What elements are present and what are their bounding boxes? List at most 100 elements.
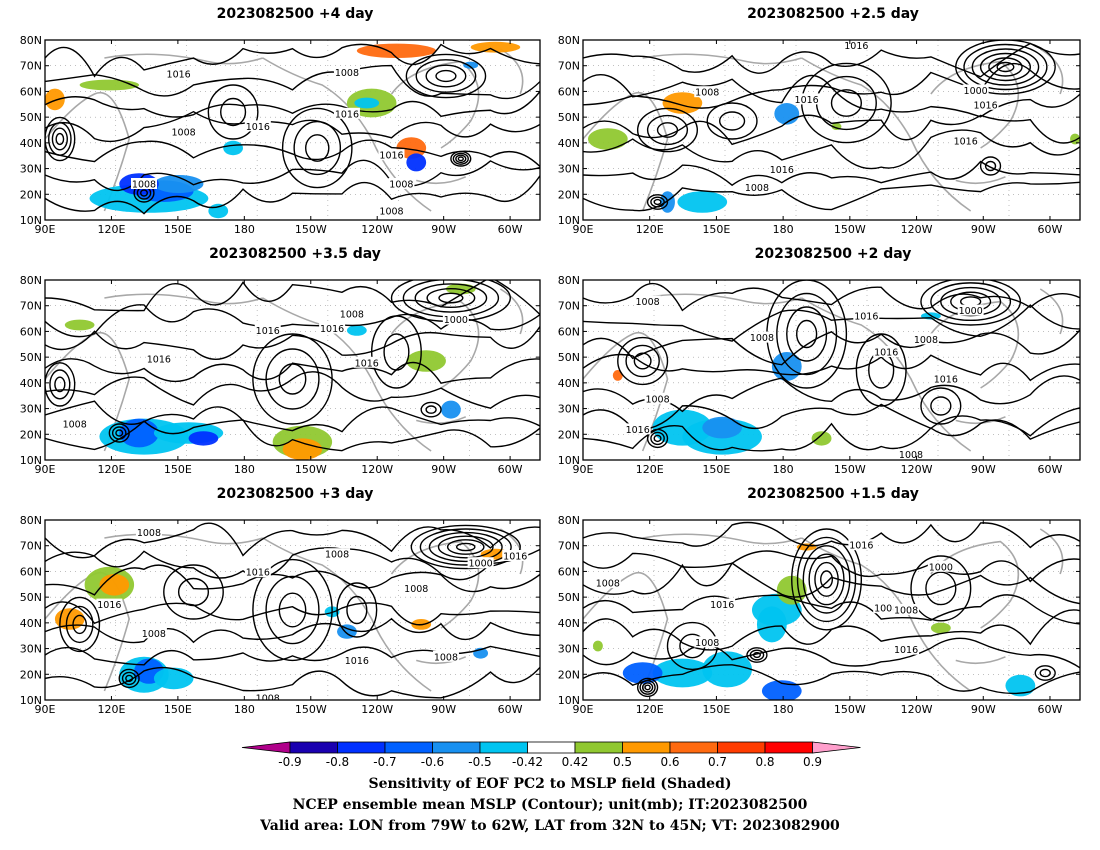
- lat-tick-label: 60N: [20, 325, 42, 338]
- isobar: [72, 614, 87, 635]
- isobar: [45, 371, 540, 409]
- svg-text:1008: 1008: [695, 88, 719, 99]
- contour-label: 1016: [502, 550, 529, 563]
- svg-text:1008: 1008: [389, 180, 413, 191]
- lat-tick-label: 60N: [20, 85, 42, 98]
- lat-tick-label: 30N: [558, 163, 580, 176]
- svg-text:1008: 1008: [914, 335, 938, 346]
- isobar: [108, 423, 130, 443]
- map-frame: [44, 279, 541, 461]
- contour-label: 1008: [170, 125, 197, 138]
- svg-text:1008: 1008: [434, 652, 458, 663]
- isobar: [45, 522, 540, 559]
- panel-title-3: 2023082500 +2 day: [754, 246, 912, 262]
- coastline: [416, 176, 467, 185]
- contour-label: 1016: [319, 322, 346, 335]
- lon-tick-label: 120E: [636, 463, 664, 476]
- isobar: [45, 617, 540, 644]
- isobar: [791, 528, 863, 631]
- isobar: [45, 564, 540, 596]
- isobar: [930, 396, 952, 416]
- isobar: [583, 304, 1080, 342]
- lat-tick-label: 10N: [20, 214, 42, 227]
- svg-text:1016: 1016: [246, 122, 270, 133]
- lon-tick-label: 120E: [636, 703, 664, 716]
- sensitivity-shade: [774, 103, 800, 125]
- lon-tick-label: 60W: [1038, 703, 1063, 716]
- isobar: [802, 545, 851, 614]
- isobar: [121, 671, 137, 686]
- isobar: [426, 287, 476, 309]
- lon-tick-label: 180: [773, 703, 794, 716]
- lon-tick-label: 90E: [573, 463, 594, 476]
- lat-tick-label: 80N: [20, 34, 42, 47]
- svg-text:1016: 1016: [849, 541, 873, 552]
- contour-label: 1008: [873, 602, 900, 615]
- isobar: [583, 664, 1080, 695]
- svg-text:1008: 1008: [750, 333, 774, 344]
- contour-label: 1008: [131, 178, 157, 191]
- coastline: [583, 331, 669, 452]
- lat-tick-label: 70N: [20, 300, 42, 313]
- isobar: [830, 89, 863, 117]
- lat-tick-label: 40N: [20, 137, 42, 150]
- sensitivity-shade: [356, 43, 437, 58]
- contour-label: 1016: [244, 566, 271, 579]
- lat-tick-label: 20N: [558, 428, 580, 441]
- lat-tick-label: 80N: [558, 274, 580, 287]
- isobar: [45, 280, 540, 315]
- contour-label: 1016: [165, 68, 192, 81]
- coastline: [416, 656, 467, 665]
- isobar: [650, 431, 665, 446]
- isobar: [293, 120, 342, 176]
- colorbar-segment: [479, 741, 528, 754]
- isobar: [583, 521, 1080, 549]
- sensitivity-shade: [811, 431, 832, 446]
- contour-label: 1008: [388, 178, 415, 191]
- isobar: [646, 428, 669, 449]
- svg-text:1016: 1016: [954, 136, 978, 147]
- isobar: [641, 682, 654, 693]
- contour-label: 1008: [694, 636, 721, 649]
- lon-tick-label: 120W: [901, 223, 933, 236]
- svg-text:1008: 1008: [894, 606, 918, 617]
- lat-tick-label: 30N: [558, 403, 580, 416]
- isobar: [583, 129, 1080, 170]
- sensitivity-shade: [587, 128, 628, 150]
- isobar: [452, 152, 469, 165]
- coastline: [1039, 48, 1064, 95]
- lon-tick-label: 90W: [431, 223, 456, 236]
- lon-tick-label: 120W: [901, 463, 933, 476]
- contour-label: 1008: [140, 627, 167, 640]
- svg-text:1016: 1016: [147, 355, 171, 366]
- contour-label: 1016: [343, 654, 370, 667]
- isobar: [910, 555, 972, 622]
- isobar: [796, 319, 818, 349]
- isobar: [415, 59, 477, 93]
- isobar: [636, 107, 699, 153]
- lat-tick-label: 70N: [558, 60, 580, 73]
- lat-tick-label: 60N: [558, 85, 580, 98]
- coastline: [583, 571, 669, 692]
- lat-tick-label: 30N: [558, 643, 580, 656]
- contour-label: 1016: [768, 163, 795, 176]
- contour-label: 1000: [927, 560, 954, 573]
- coastline: [104, 53, 264, 65]
- lat-tick-label: 30N: [20, 643, 42, 656]
- svg-text:1016: 1016: [710, 600, 734, 611]
- sensitivity-shade: [463, 61, 479, 69]
- lon-tick-label: 150W: [834, 703, 866, 716]
- isobar: [1039, 668, 1051, 678]
- sensitivity-shade: [282, 438, 323, 460]
- sensitivity-shade: [652, 658, 713, 688]
- coastline: [583, 91, 669, 212]
- colorbar-label: -0.5: [468, 755, 491, 769]
- lon-tick-label: 150W: [295, 703, 327, 716]
- svg-text:1008: 1008: [335, 68, 359, 79]
- isobar: [428, 531, 503, 563]
- isobar: [820, 570, 834, 589]
- lat-tick-label: 20N: [558, 188, 580, 201]
- isobar: [646, 194, 669, 210]
